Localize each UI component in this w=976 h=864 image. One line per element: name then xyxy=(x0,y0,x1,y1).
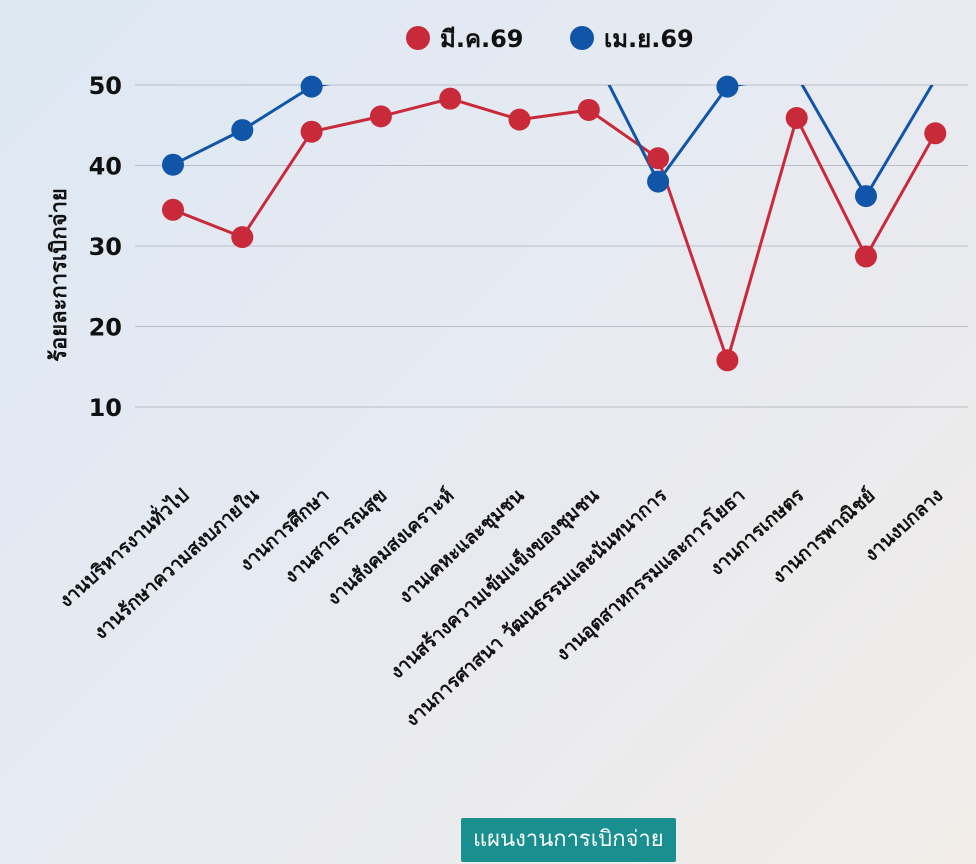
data-point-s1-10 xyxy=(785,107,808,130)
data-point-s2-2 xyxy=(231,119,254,142)
data-point-s1-11 xyxy=(855,245,877,268)
series-points xyxy=(162,75,947,372)
data-point-s2-9 xyxy=(716,75,739,98)
series-line-1 xyxy=(172,97,937,362)
data-point-s2-8 xyxy=(647,170,670,193)
legend-marker-2 xyxy=(570,26,594,50)
y-tick-40: 40 xyxy=(89,153,122,181)
data-point-s2-1 xyxy=(162,153,184,176)
y-tick-20: 20 xyxy=(89,314,122,342)
data-point-s1-7 xyxy=(577,98,600,121)
data-point-s1-5 xyxy=(439,87,462,110)
data-point-s1-3 xyxy=(300,120,323,143)
x-tick-5: งานสังคมสงเคราะห์ xyxy=(323,484,459,609)
data-point-s1-1 xyxy=(162,198,184,221)
x-axis-ticks: งานบริหารงานทั่วไปงานรักษาความสงบภายในงา… xyxy=(53,482,947,731)
y-tick-10: 10 xyxy=(89,394,122,422)
data-point-s1-9 xyxy=(716,349,739,372)
data-point-s1-8 xyxy=(647,147,670,170)
chart-legend: มี.ค.69 เม.ย.69 xyxy=(406,25,694,53)
data-point-s1-12 xyxy=(924,122,947,145)
y-tick-30: 30 xyxy=(89,233,122,261)
legend-label-2: เม.ย.69 xyxy=(604,25,694,53)
data-point-s1-4 xyxy=(369,105,392,128)
x-tick-8: งานการศาสนา วัฒนธรรมและนันทนาการ xyxy=(401,484,672,731)
legend-label-1: มี.ค.69 xyxy=(440,25,524,53)
x-tick-6: งานเคหะและชุมชน xyxy=(395,484,530,608)
x-axis-label: แผนงานการเบิกจ่าย xyxy=(461,818,676,862)
y-axis-label: ร้อยละการเบิกจ่าย xyxy=(47,188,72,362)
legend-marker-1 xyxy=(406,26,430,50)
y-axis-ticks: 10 20 30 40 50 xyxy=(89,72,122,422)
series-lines xyxy=(172,85,937,362)
data-point-s1-6 xyxy=(508,108,531,131)
x-tick-1: งานบริหารงานทั่วไป xyxy=(53,482,193,612)
data-point-s2-3 xyxy=(300,75,323,98)
data-point-s1-2 xyxy=(231,226,254,249)
series-line-2 xyxy=(172,85,934,198)
y-tick-50: 50 xyxy=(89,72,122,100)
data-point-s2-11 xyxy=(855,185,877,208)
gridlines xyxy=(135,84,968,408)
